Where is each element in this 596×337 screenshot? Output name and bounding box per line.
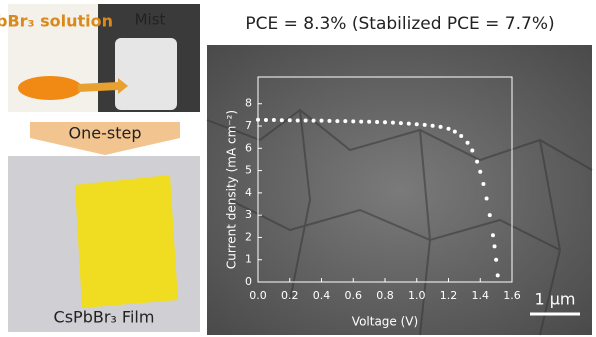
data-point [494,258,498,262]
data-point [288,118,292,122]
data-point [359,120,363,124]
y-tick-label: 7 [245,119,252,132]
data-point [481,182,485,186]
data-point [488,213,492,217]
powder [18,76,82,100]
data-point [475,160,479,164]
data-point [491,233,495,237]
y-tick-label: 0 [245,275,252,288]
y-axis-label: Current density (mA cm⁻²) [225,110,239,269]
y-tick-label: 5 [245,164,252,177]
data-point [327,119,331,123]
data-point [312,119,316,123]
y-tick-label: 8 [245,97,252,110]
x-tick-label: 0.2 [281,289,299,302]
film [75,175,178,308]
data-point [383,120,387,124]
x-axis-label: Voltage (V) [352,315,418,329]
y-tick-label: 6 [245,141,252,154]
y-tick-label: 1 [245,253,252,266]
data-point [256,118,260,122]
data-point [367,120,371,124]
y-tick-label: 4 [245,186,252,199]
y-tick-label: 2 [245,230,252,243]
data-point [423,123,427,127]
data-point [296,118,300,122]
data-point [466,141,470,145]
scale-bar-label: 1 μm [534,290,575,309]
figure: CsPbBr₃ solution Mist One-step CsPbBr₃ F… [0,0,596,337]
x-tick-label: 1.6 [503,289,521,302]
data-point [493,244,497,248]
data-point [351,119,355,123]
x-tick-label: 0.4 [313,289,331,302]
step-label: One-step [69,124,142,143]
y-tick-label: 3 [245,208,252,221]
x-tick-label: 1.4 [472,289,490,302]
data-point [407,122,411,126]
data-point [304,118,308,122]
data-point [264,118,268,122]
data-point [399,121,403,125]
x-tick-label: 1.2 [440,289,458,302]
mist-label: Mist [135,11,166,29]
data-point [320,119,324,123]
data-point [272,118,276,122]
x-tick-label: 0.8 [376,289,394,302]
x-tick-label: 0.6 [345,289,363,302]
solution-label: CsPbBr₃ solution [0,12,113,31]
data-point [478,170,482,174]
data-point [335,119,339,123]
chart-title: PCE = 8.3% (Stabilized PCE = 7.7%) [245,14,554,34]
data-point [391,121,395,125]
data-point [459,134,463,138]
x-tick-label: 0.0 [249,289,267,302]
data-point [375,120,379,124]
film-label: CsPbBr₃ Film [54,308,155,327]
data-point [343,119,347,123]
data-point [453,130,457,134]
data-point [485,196,489,200]
x-tick-label: 1.0 [408,289,426,302]
data-point [431,124,435,128]
data-point [470,149,474,153]
data-point [280,118,284,122]
mist-vessel [115,38,177,110]
data-point [415,122,419,126]
data-point [439,125,443,129]
data-point [447,127,451,131]
data-point [496,273,500,277]
